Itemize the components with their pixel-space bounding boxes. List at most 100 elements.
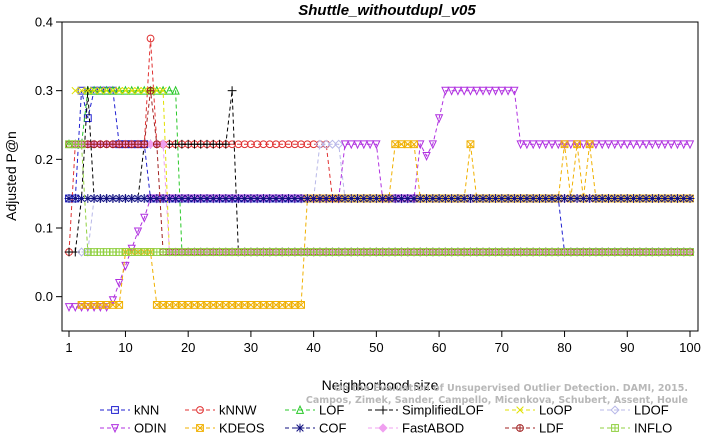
y-tick-label: 0.2 [35, 152, 53, 167]
data-point-inflo [686, 248, 694, 256]
series-inflo [65, 140, 694, 256]
data-point-cof [497, 194, 507, 203]
data-point-odin [641, 140, 651, 150]
data-point-kdeos [115, 301, 124, 309]
data-point-odin [579, 140, 588, 150]
data-point-odin [516, 140, 525, 150]
data-point-kdeos [83, 301, 92, 309]
data-point-odin [497, 86, 507, 96]
data-point-kdeos [178, 301, 186, 309]
x-tick-label: 50 [369, 340, 383, 355]
data-point-loop [153, 86, 161, 95]
x-axis-label: Neighborhood size [322, 377, 439, 393]
x-tick-label: 70 [495, 340, 509, 355]
data-point-kdeos [96, 301, 105, 309]
data-point-odin [635, 140, 645, 150]
data-point-inflo [592, 248, 600, 256]
legend-item-ldof: LDOF [600, 403, 669, 418]
data-point-kdeos [203, 301, 211, 309]
data-point-odin [554, 140, 563, 150]
data-point-odin [541, 140, 550, 150]
data-point-loop [102, 86, 111, 95]
x-tick-label: 10 [118, 340, 132, 355]
data-point-inflo [77, 140, 86, 149]
data-point-odin [685, 140, 695, 150]
data-point-odin [447, 86, 456, 96]
legend-label-knnw: kNNW [219, 403, 257, 418]
legend-marker-simplifiedlof [378, 405, 388, 415]
data-point-loop [84, 86, 92, 95]
data-point-odin [666, 140, 676, 150]
data-point-odin [114, 279, 124, 289]
data-point-cof [629, 194, 638, 203]
y-tick-label: 0.1 [35, 221, 53, 236]
data-point-ldof [334, 139, 344, 149]
data-point-odin [648, 140, 657, 150]
data-point-kdeos [221, 301, 230, 309]
data-point-knnw [303, 140, 312, 149]
data-point-odin [660, 140, 670, 150]
data-point-kdeos [196, 301, 205, 309]
data-point-cof [146, 194, 155, 203]
data-point-kdeos [109, 301, 117, 309]
x-tick-label: 30 [244, 340, 258, 355]
data-point-inflo [679, 248, 688, 256]
data-point-cof [390, 194, 400, 203]
data-point-kdeos [171, 301, 180, 309]
data-point-kdeos [209, 301, 218, 309]
data-point-loop [140, 86, 149, 95]
x-tick-label: 60 [432, 340, 446, 355]
data-point-knnw [309, 140, 318, 149]
data-point-kdeos [77, 301, 86, 309]
legend-label-ldof: LDOF [634, 403, 669, 418]
data-point-odin [610, 140, 619, 150]
legend-label-odin: ODIN [134, 421, 167, 434]
data-point-kdeos [391, 140, 400, 149]
data-point-cof [208, 194, 218, 203]
data-point-simplifiedlof [70, 247, 80, 257]
data-point-knnw [259, 140, 268, 149]
data-point-cof [591, 194, 601, 203]
data-point-odin [566, 140, 576, 150]
data-point-odin [616, 140, 626, 150]
data-point-kdeos [397, 140, 406, 149]
data-point-kdeos [215, 301, 224, 309]
data-point-knnw [284, 140, 293, 149]
legend-marker-kdeos [196, 424, 204, 432]
legend-label-fastabod: FastABOD [402, 421, 464, 434]
y-axis: 0.0 0.1 0.2 0.3 0.4 [35, 15, 62, 304]
legend-item-kdeos: KDEOS [185, 421, 265, 434]
legend-marker-ldf [516, 424, 524, 432]
data-point-loop [134, 86, 142, 95]
legend-label-lof: LOF [319, 403, 344, 418]
data-point-loop [115, 86, 123, 95]
data-point-kdeos [253, 301, 262, 309]
data-point-odin [597, 140, 607, 150]
data-point-odin [71, 303, 80, 313]
legend-marker-lof [295, 404, 305, 414]
data-point-ldof [315, 139, 325, 149]
legend-item-ldf: LDF [505, 421, 564, 434]
data-point-inflo [667, 248, 676, 256]
data-point-ldof [327, 139, 338, 149]
x-axis: 1 10 20 30 40 50 60 70 80 90 100 [65, 331, 701, 355]
y-tick-label: 0.0 [35, 289, 53, 304]
legend-item-simplifiedlof: SimplifiedLOF [368, 403, 484, 418]
data-point-loop [77, 86, 86, 95]
data-point-cof [171, 194, 181, 203]
data-point-kdeos [410, 140, 418, 149]
data-point-cof [516, 194, 526, 203]
data-point-inflo [466, 248, 475, 256]
data-point-kdeos [90, 301, 98, 309]
legend-marker-loop [516, 406, 524, 414]
data-point-inflo [165, 248, 174, 256]
data-point-simplifiedlof [227, 86, 237, 96]
legend-label-ldf: LDF [539, 421, 564, 434]
data-point-kdeos [297, 301, 305, 309]
data-point-kdeos [228, 301, 236, 309]
legend-label-cof: COF [319, 421, 347, 434]
x-tick-label: 80 [557, 340, 571, 355]
data-point-knnw [278, 140, 287, 149]
chart-title: Shuttle_withoutdupl_v05 [298, 2, 476, 19]
data-point-odin [547, 140, 557, 150]
